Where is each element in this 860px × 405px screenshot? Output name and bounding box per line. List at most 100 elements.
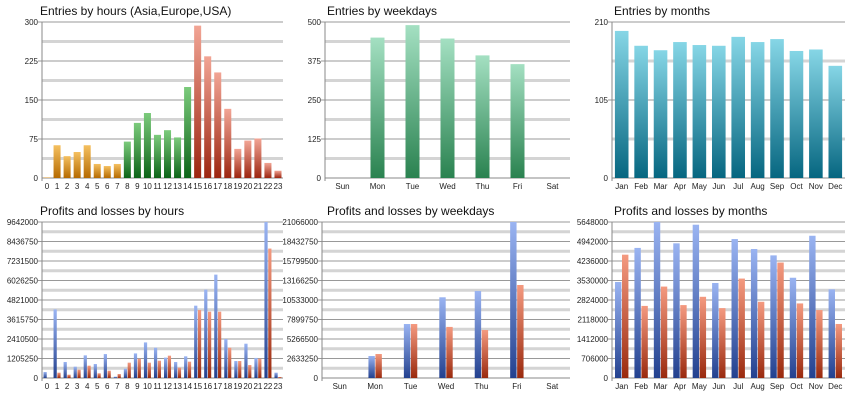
bar — [53, 309, 57, 378]
bar — [816, 310, 823, 378]
x-tick-label: 16 — [203, 182, 212, 191]
bar — [53, 145, 61, 178]
bar — [194, 25, 202, 178]
bar — [83, 145, 91, 178]
bar — [634, 247, 641, 378]
bar — [153, 347, 158, 378]
x-tick-label: Nov — [809, 382, 823, 391]
bar — [244, 343, 248, 378]
bar — [174, 137, 182, 178]
x-tick-label: 9 — [135, 382, 140, 391]
bar — [73, 152, 81, 178]
bar — [164, 357, 168, 378]
bar — [153, 134, 161, 178]
x-tick-label: Nov — [809, 182, 823, 191]
bar — [474, 290, 482, 378]
bar — [692, 45, 707, 179]
bar — [167, 355, 172, 378]
bar — [244, 140, 252, 178]
bar — [194, 305, 198, 378]
bar — [258, 358, 262, 378]
y-tick-label: 8436750 — [7, 238, 39, 247]
x-tick-label: Dec — [828, 382, 842, 391]
y-tick-label: 9642000 — [7, 218, 39, 227]
x-tick-label: 20 — [243, 382, 252, 391]
x-tick-label: 14 — [183, 382, 192, 391]
bar — [510, 222, 517, 378]
bar — [103, 354, 107, 378]
bar — [214, 72, 222, 178]
bar — [123, 141, 131, 178]
x-tick-label: Mon — [367, 382, 383, 391]
x-tick-label: Jul — [733, 182, 743, 191]
bar — [835, 323, 842, 378]
bar — [653, 222, 661, 378]
bar — [93, 163, 101, 178]
bar — [63, 156, 71, 178]
x-tick-label: Thu — [476, 182, 490, 191]
bar — [187, 361, 192, 378]
y-tick-label: 0 — [314, 374, 319, 383]
chart-3: Profits and losses by hours0120525024105… — [7, 204, 283, 391]
bar — [254, 357, 258, 378]
bar — [164, 130, 172, 178]
bar — [184, 356, 188, 378]
chart-2: Entries by months 0 105 210 Jan Feb Mar Apr May J… — [595, 4, 845, 191]
x-tick-label: 2 — [65, 182, 70, 191]
bar — [403, 324, 411, 378]
bar — [143, 342, 148, 378]
bar — [127, 362, 131, 378]
bar — [264, 162, 272, 178]
bar — [147, 362, 151, 378]
y-tick-label: 125 — [308, 135, 322, 144]
x-tick-label: 21 — [253, 182, 262, 191]
bar — [757, 301, 765, 378]
x-tick-label: 5 — [95, 382, 100, 391]
bar — [368, 356, 375, 378]
bar — [248, 365, 252, 378]
y-tick-label: 105 — [595, 96, 609, 105]
y-tick-label: 706000 — [581, 355, 608, 364]
bar — [517, 284, 524, 378]
x-tick-label: 17 — [213, 382, 222, 391]
bar — [43, 372, 47, 378]
x-tick-label: 22 — [263, 382, 272, 391]
y-tick-label: 15799500 — [282, 257, 318, 266]
x-tick-label: Oct — [790, 382, 803, 391]
y-tick-label: 0 — [34, 174, 39, 183]
bar — [274, 170, 282, 178]
bar — [234, 148, 242, 178]
x-tick-label: Fri — [512, 382, 522, 391]
bar — [234, 361, 238, 378]
bar — [673, 243, 680, 378]
x-tick-label: Jan — [615, 382, 628, 391]
bar — [777, 262, 784, 378]
x-tick-label: 1 — [55, 182, 60, 191]
x-tick-label: 10 — [143, 382, 152, 391]
chart-title: Profits and losses by hours — [40, 204, 184, 218]
x-tick-label: 13 — [173, 382, 182, 391]
bar — [103, 166, 111, 178]
bar — [87, 365, 91, 378]
bar — [711, 45, 726, 179]
bar — [93, 364, 97, 378]
bar — [204, 289, 208, 378]
bar — [224, 108, 232, 178]
chart-title: Entries by hours (Asia,Europe,USA) — [40, 4, 231, 18]
x-tick-label: 3 — [75, 182, 80, 191]
bar — [77, 369, 81, 378]
x-tick-label: 6 — [105, 382, 110, 391]
bar — [204, 56, 212, 178]
x-tick-label: Wed — [438, 382, 454, 391]
x-tick-label: 16 — [203, 382, 212, 391]
bar — [375, 354, 382, 378]
x-tick-label: Jan — [615, 182, 628, 191]
y-tick-label: 6026250 — [7, 277, 39, 286]
y-tick-label: 2824000 — [577, 296, 609, 305]
x-tick-label: 0 — [45, 182, 50, 191]
y-tick-label: 3615750 — [7, 316, 39, 325]
y-tick-label: 7899750 — [287, 316, 319, 325]
bar — [73, 366, 77, 378]
y-tick-label: 5648000 — [577, 218, 609, 227]
bar — [43, 177, 51, 178]
